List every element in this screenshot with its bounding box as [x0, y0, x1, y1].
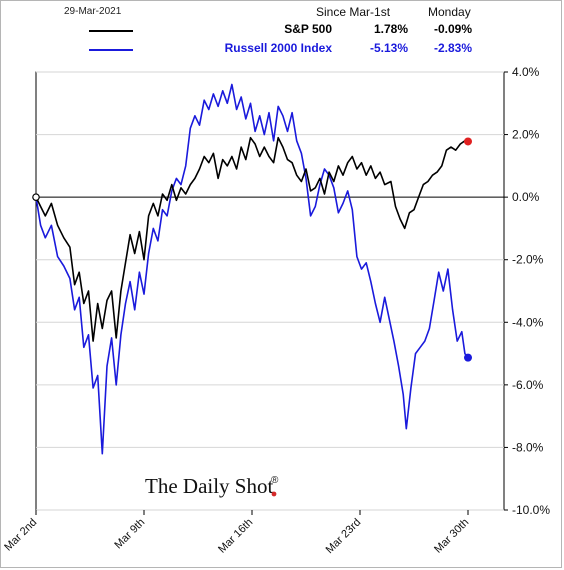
y-tick-label: -2.0% — [512, 253, 544, 267]
end-marker-russell — [464, 353, 472, 362]
legend-header-monday: Monday — [428, 5, 471, 19]
series-line-russell — [35, 83, 469, 455]
y-tick-label: -4.0% — [512, 315, 544, 329]
x-tick-label: Mar 30th — [432, 516, 471, 555]
legend-date: 29-Mar-2021 — [64, 6, 122, 17]
series-markers — [32, 137, 472, 362]
watermark-dot-icon — [271, 491, 277, 497]
watermark-registered: ® — [271, 475, 279, 486]
y-axis-ticks: 4.0% 2.0% 0.0% -2.0% -4.0% -6.0% -8.0% -10.0% — [504, 65, 550, 517]
watermark: The Daily Shot ® — [145, 474, 279, 498]
y-tick-label: 4.0% — [512, 65, 540, 79]
legend-swatch-sp500 — [89, 30, 133, 32]
y-tick-label: 2.0% — [512, 128, 540, 142]
y-tick-label: 0.0% — [512, 190, 540, 204]
plot-area — [35, 71, 505, 511]
legend-swatch-russell — [89, 49, 133, 51]
x-tick-label: Mar 23rd — [324, 516, 364, 556]
series-line-sp500 — [35, 136, 469, 342]
x-axis-ticks: Mar 2nd Mar 9th Mar 16th Mar 23rd Mar 30th — [2, 510, 471, 556]
legend-monday-sp500: -0.09% — [433, 22, 472, 36]
x-tick-label: Mar 9th — [112, 516, 147, 551]
legend-name-sp500: S&P 500 — [284, 22, 332, 36]
legend-header-since: Since Mar-1st — [316, 5, 391, 19]
series-lines — [35, 83, 469, 455]
legend-row-russell: Russell 2000 Index -5.13% -2.83% — [0, 41, 564, 57]
legend-since-russell: -5.13% — [369, 41, 408, 55]
legend-name-russell: Russell 2000 Index — [224, 41, 332, 55]
y-tick-label: -8.0% — [512, 440, 544, 454]
x-tick-label: Mar 2nd — [2, 516, 39, 553]
legend-row-sp500: S&P 500 1.78% -0.09% — [0, 22, 564, 38]
legend-monday-russell: -2.83% — [433, 41, 472, 55]
grid-lines — [35, 71, 505, 511]
y-tick-label: -10.0% — [512, 503, 550, 517]
legend-since-sp500: 1.78% — [373, 22, 408, 36]
y-tick-label: -6.0% — [512, 378, 544, 392]
end-marker-sp500 — [464, 137, 472, 146]
watermark-text: The Daily Shot — [145, 474, 273, 498]
legend: 29-Mar-2021 Since Mar-1st Monday S&P 500… — [0, 0, 564, 60]
x-tick-label: Mar 16th — [216, 516, 255, 555]
start-marker — [32, 193, 40, 201]
